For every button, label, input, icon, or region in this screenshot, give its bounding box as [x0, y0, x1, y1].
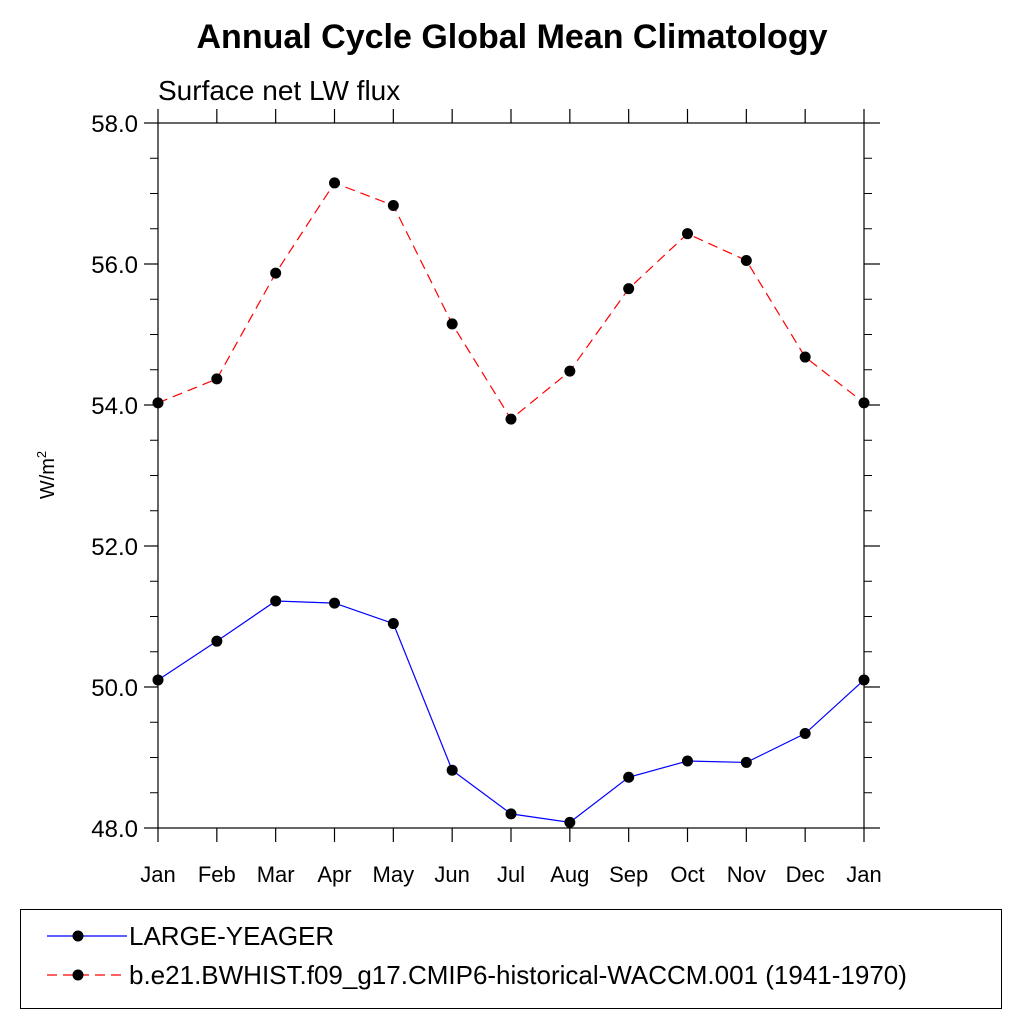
x-tick-label: Jul — [497, 862, 525, 887]
data-point — [623, 283, 635, 295]
data-point — [270, 267, 282, 279]
series-line — [157, 182, 865, 420]
legend-marker-waccm — [72, 969, 84, 981]
legend-label-large-yeager: LARGE-YEAGER — [129, 921, 334, 951]
x-tick-label: Mar — [257, 862, 295, 887]
y-tick-label: 52.0 — [91, 534, 138, 561]
data-point — [329, 177, 340, 189]
x-tick-label: Sep — [609, 862, 648, 887]
chart-title: Annual Cycle Global Mean Climatology — [197, 18, 828, 56]
x-tick-label: Apr — [317, 862, 351, 887]
x-axis: Jan Feb Mar Apr May Jun Jul Aug Sep Oct Nov Dec Jan — [140, 109, 882, 887]
legend: LARGE-YEAGER b.e21.BWHIST.f09_g17.CMIP6-… — [20, 909, 1002, 1009]
series-1 — [152, 177, 870, 425]
data-point — [858, 397, 870, 409]
plot-frame — [157, 122, 865, 829]
data-point — [446, 318, 458, 330]
x-tick-label: Jun — [434, 862, 469, 887]
x-tick-label: Oct — [670, 862, 704, 887]
data-point — [858, 674, 870, 686]
x-tick-label: Dec — [786, 862, 825, 887]
series-layer — [152, 177, 870, 828]
x-tick-label: Feb — [198, 862, 236, 887]
data-point — [799, 351, 811, 363]
chart-subtitle: Surface net LW flux — [158, 75, 400, 106]
x-tick-label: Jan — [846, 862, 881, 887]
y-tick-label: 56.0 — [91, 252, 138, 279]
data-point — [387, 199, 399, 211]
data-point — [505, 808, 517, 820]
legend-svg: LARGE-YEAGER b.e21.BWHIST.f09_g17.CMIP6-… — [47, 921, 907, 990]
x-tick-label: Jan — [140, 862, 175, 887]
data-point — [211, 635, 223, 647]
data-point — [446, 764, 458, 776]
series-line — [157, 600, 865, 823]
y-axis-label: W/m2 — [34, 451, 59, 499]
y-axis-label-superscript: 2 — [34, 451, 49, 458]
data-point — [623, 771, 635, 783]
legend-marker-large-yeager — [72, 930, 84, 942]
y-tick-label: 48.0 — [91, 816, 138, 843]
x-tick-label: May — [373, 862, 415, 887]
data-point — [682, 228, 693, 240]
data-point — [152, 397, 164, 409]
data-point — [270, 595, 282, 607]
data-point — [799, 728, 811, 740]
data-point — [211, 373, 223, 385]
data-point — [740, 254, 752, 266]
data-point — [564, 365, 576, 377]
y-axis-label-text: W/m — [37, 458, 59, 499]
data-point — [329, 597, 340, 609]
y-tick-label: 50.0 — [91, 675, 138, 702]
data-point — [505, 413, 517, 425]
data-point — [152, 674, 164, 686]
data-point — [387, 618, 399, 630]
legend-label-waccm: b.e21.BWHIST.f09_g17.CMIP6-historical-WA… — [129, 960, 907, 990]
data-point — [740, 756, 752, 768]
y-tick-label: 58.0 — [91, 111, 138, 138]
series-0 — [152, 595, 870, 828]
data-point — [682, 755, 693, 767]
y-tick-label: 54.0 — [91, 393, 138, 420]
data-point — [564, 816, 576, 828]
y-axis: 48.0 50.0 52.0 54.0 56.0 58.0 — [91, 111, 880, 843]
x-tick-label: Aug — [550, 862, 589, 887]
plot-border — [157, 122, 865, 829]
x-tick-label: Nov — [727, 862, 766, 887]
